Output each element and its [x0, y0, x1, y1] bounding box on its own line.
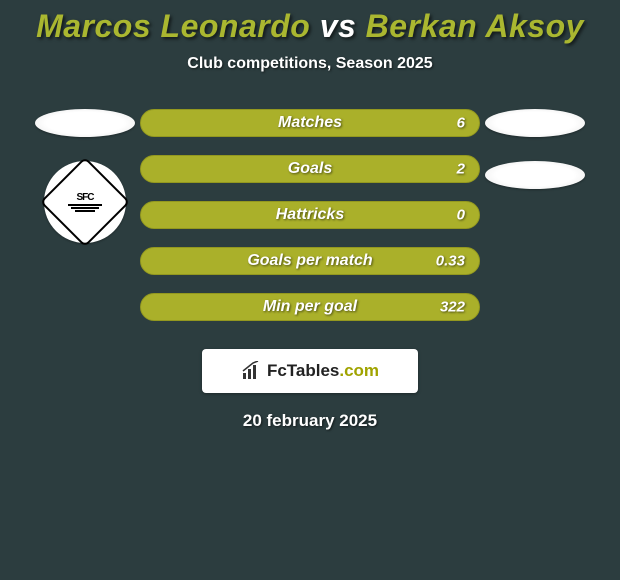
crest-shield-icon: SFC	[40, 157, 131, 248]
brand-prefix: Fc	[267, 361, 287, 380]
date-text: 20 february 2025	[0, 411, 620, 431]
stat-label: Goals	[288, 160, 332, 178]
stat-bar-goals: Goals 2	[140, 155, 480, 183]
player2-club-placeholder-oval	[485, 161, 585, 189]
bar-chart-icon	[241, 361, 261, 381]
title-player1: Marcos Leonardo	[36, 8, 310, 44]
stat-bar-hattricks: Hattricks 0	[140, 201, 480, 229]
left-column: SFC	[30, 109, 140, 243]
crest-text: SFC	[77, 193, 94, 203]
stat-bar-goals-per-match: Goals per match 0.33	[140, 247, 480, 275]
page-title: Marcos Leonardo vs Berkan Aksoy	[0, 8, 620, 45]
title-player2: Berkan Aksoy	[366, 8, 584, 44]
stat-label: Goals per match	[247, 252, 372, 270]
stat-value: 0	[457, 207, 465, 224]
subtitle: Club competitions, Season 2025	[0, 55, 620, 73]
attribution-box: FcTables.com	[202, 349, 418, 393]
stat-bars: Matches 6 Goals 2 Hattricks 0 Goals per …	[140, 109, 480, 321]
stat-label: Matches	[278, 114, 342, 132]
stat-label: Hattricks	[276, 206, 344, 224]
player1-placeholder-oval	[35, 109, 135, 137]
infographic-root: Marcos Leonardo vs Berkan Aksoy Club com…	[0, 0, 620, 580]
stat-bar-min-per-goal: Min per goal 322	[140, 293, 480, 321]
stat-bar-matches: Matches 6	[140, 109, 480, 137]
brand-main: Tables	[287, 361, 340, 380]
stat-value: 322	[440, 299, 465, 316]
player2-placeholder-oval	[485, 109, 585, 137]
stat-value: 6	[457, 115, 465, 132]
player1-club-crest: SFC	[44, 161, 126, 243]
stat-value: 0.33	[436, 253, 465, 270]
right-column	[480, 109, 590, 189]
title-vs: vs	[320, 8, 357, 44]
brand-suffix: .com	[339, 361, 379, 380]
stat-label: Min per goal	[263, 298, 357, 316]
stat-value: 2	[457, 161, 465, 178]
content-row: SFC Matches 6 Goals 2 Hattricks 0	[0, 109, 620, 321]
attribution-text: FcTables.com	[267, 361, 379, 381]
